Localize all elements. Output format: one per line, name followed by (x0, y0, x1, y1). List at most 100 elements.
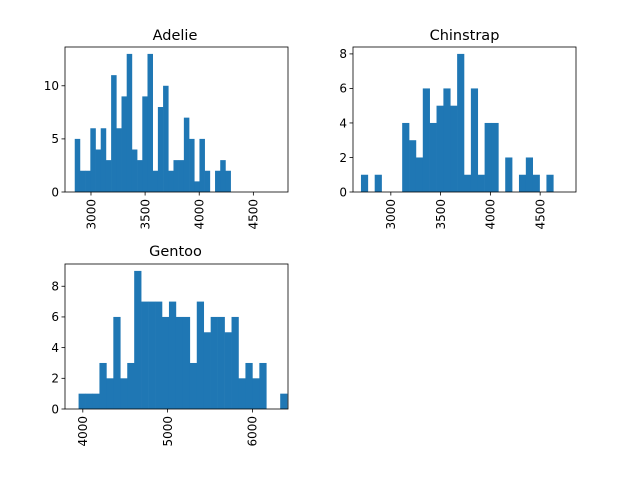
bar-adelie-6 (105, 160, 112, 192)
bar-adelie-1 (79, 170, 86, 192)
xtick-label-adelie-0: 3000 (84, 199, 98, 230)
bar-chinstrap-7 (409, 140, 417, 192)
bar-gentoo-22 (231, 316, 239, 409)
bar-gentoo-11 (155, 301, 163, 409)
ytick-label-chinstrap-3: 6 (339, 82, 347, 96)
xtick-label-chinstrap-0: 3000 (384, 199, 398, 230)
bar-gentoo-6 (120, 378, 128, 409)
bar-gentoo-10 (148, 301, 156, 409)
bar-gentoo-4 (106, 378, 114, 409)
bar-gentoo-0 (78, 393, 86, 409)
xtick-label-adelie-2: 4000 (193, 199, 207, 230)
panel-chinstrap: Chinstrap 0 2 4 6 8 3000 3500 4000 4500 (339, 28, 577, 230)
xtick-label-chinstrap-3: 4500 (533, 199, 547, 230)
ytick-label-chinstrap-1: 2 (339, 151, 347, 165)
bar-chinstrap-27 (546, 174, 554, 192)
bar-gentoo-12 (162, 316, 170, 409)
ytick-label-adelie-2: 10 (44, 79, 59, 93)
bar-gentoo-18 (203, 332, 211, 409)
bar-adelie-23 (194, 181, 200, 192)
bar-adelie-14 (147, 53, 153, 193)
bar-chinstrap-18 (484, 122, 492, 192)
bar-chinstrap-23 (518, 174, 527, 192)
bar-gentoo-13 (168, 301, 177, 409)
bar-gentoo-3 (99, 362, 107, 409)
bar-gentoo-7 (127, 362, 135, 409)
bar-adelie-27 (215, 170, 221, 192)
bar-chinstrap-13 (450, 105, 458, 192)
panel-title-gentoo: Gentoo (149, 244, 202, 260)
bar-gentoo-19 (210, 316, 218, 409)
bar-gentoo-25 (252, 378, 260, 409)
bar-adelie-5 (100, 128, 107, 192)
bar-gentoo-29 (280, 393, 288, 409)
xtick-label-adelie-3: 4500 (247, 199, 261, 230)
bar-adelie-8 (116, 128, 122, 192)
bar-gentoo-2 (92, 393, 100, 409)
xtick-label-adelie-1: 3500 (138, 199, 152, 230)
bar-chinstrap-2 (374, 174, 382, 192)
bar-chinstrap-19 (491, 122, 499, 192)
bar-adelie-3 (90, 128, 96, 192)
bar-adelie-20 (178, 160, 185, 192)
bar-gentoo-24 (245, 362, 253, 409)
xtick-label-gentoo-1: 5000 (161, 416, 175, 447)
ytick-label-gentoo-4: 8 (51, 280, 59, 294)
ytick-label-chinstrap-0: 0 (339, 185, 347, 199)
bar-chinstrap-6 (402, 122, 410, 192)
ytick-label-adelie-0: 0 (51, 185, 59, 199)
bar-adelie-17 (163, 85, 169, 192)
bar-gentoo-23 (238, 378, 246, 409)
bar-chinstrap-14 (457, 53, 465, 193)
bar-gentoo-17 (196, 301, 205, 409)
panel-adelie: Adelie 0 5 10 3000 3500 4000 4500 (44, 28, 289, 230)
bar-gentoo-16 (189, 362, 198, 409)
bar-adelie-16 (157, 107, 164, 192)
bar-adelie-24 (199, 138, 205, 192)
xtick-label-chinstrap-2: 4000 (484, 199, 498, 230)
bar-gentoo-9 (141, 301, 149, 409)
bar-adelie-15 (152, 170, 159, 192)
ytick-label-chinstrap-4: 8 (339, 47, 347, 61)
ytick-label-chinstrap-2: 4 (339, 116, 347, 130)
bar-adelie-25 (204, 170, 211, 192)
bar-chinstrap-10 (429, 122, 437, 192)
xtick-label-chinstrap-1: 3500 (434, 199, 448, 230)
axes-frame-gentoo (64, 263, 289, 410)
bar-adelie-4 (95, 149, 102, 192)
bar-gentoo-5 (113, 316, 121, 409)
bar-adelie-10 (126, 53, 133, 193)
bar-gentoo-14 (175, 316, 184, 409)
ytick-label-gentoo-0: 0 (51, 402, 59, 416)
bar-adelie-7 (111, 75, 117, 192)
bar-chinstrap-8 (415, 157, 424, 192)
bar-adelie-9 (121, 96, 128, 192)
bar-chinstrap-12 (443, 88, 451, 192)
bar-adelie-29 (225, 170, 231, 192)
bar-adelie-19 (173, 160, 179, 192)
bar-chinstrap-15 (464, 174, 472, 192)
bar-gentoo-20 (217, 316, 225, 409)
bar-chinstrap-9 (422, 88, 430, 192)
ytick-label-gentoo-2: 4 (51, 341, 59, 355)
bar-chinstrap-21 (505, 157, 513, 192)
bar-gentoo-26 (259, 362, 267, 409)
bar-chinstrap-16 (470, 88, 479, 192)
bar-chinstrap-0 (360, 174, 369, 192)
bar-gentoo-1 (85, 393, 93, 409)
bar-adelie-18 (168, 170, 174, 192)
bar-gentoo-21 (224, 332, 232, 409)
axes-frame-adelie (64, 46, 289, 193)
panel-title-chinstrap: Chinstrap (430, 28, 500, 44)
xtick-label-gentoo-0: 4000 (76, 416, 90, 447)
bar-gentoo-8 (134, 270, 142, 409)
ytick-label-adelie-1: 5 (51, 132, 59, 146)
bar-chinstrap-25 (532, 174, 540, 192)
bar-adelie-11 (131, 149, 138, 192)
bar-adelie-2 (85, 170, 91, 192)
bar-adelie-0 (74, 138, 81, 192)
panel-title-adelie: Adelie (153, 28, 198, 44)
bar-gentoo-15 (182, 316, 191, 409)
bar-adelie-21 (183, 117, 190, 192)
